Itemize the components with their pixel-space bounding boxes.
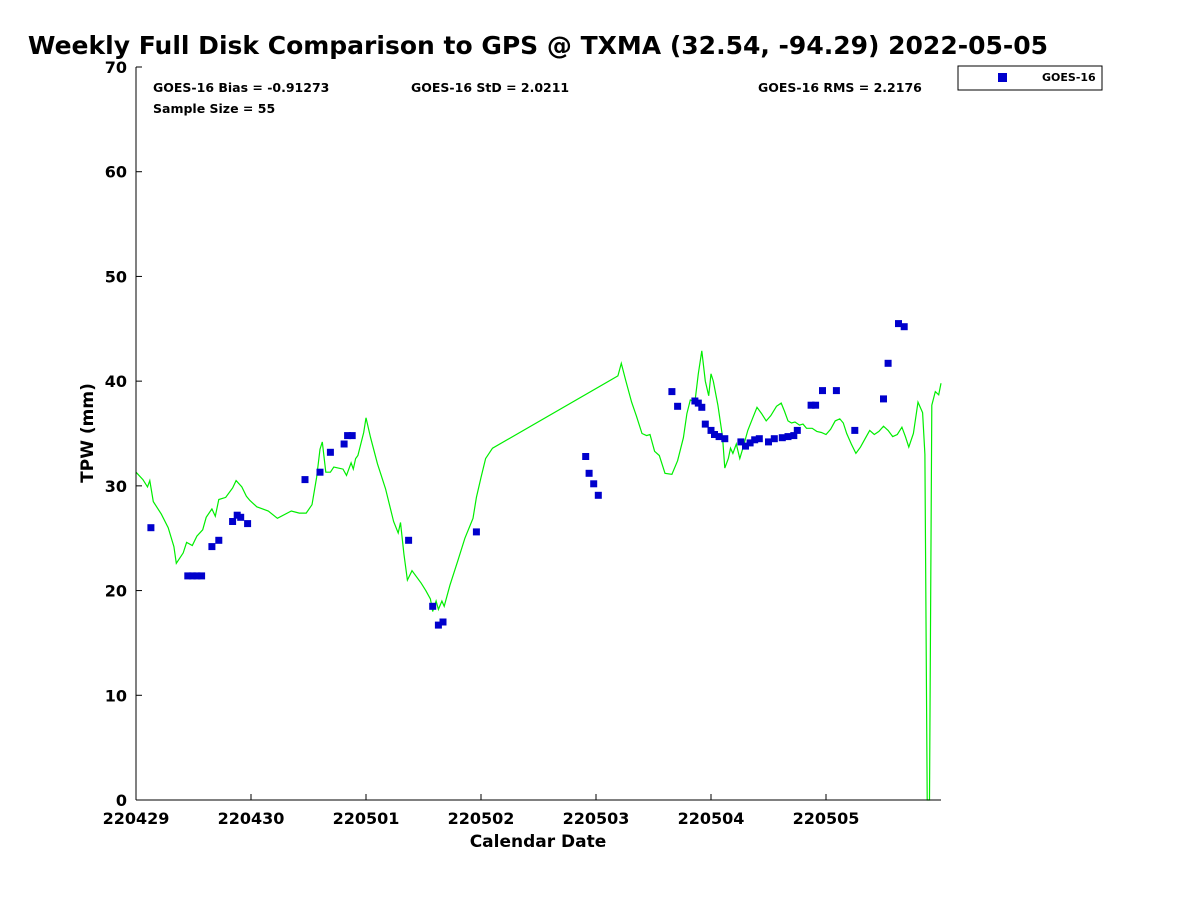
goes16-point: [668, 388, 676, 396]
goes16-point: [807, 401, 815, 409]
gps-series-line: [135, 350, 942, 801]
y-tick-label: 40: [105, 372, 127, 391]
goes16-point: [184, 572, 192, 580]
goes16-point: [770, 435, 778, 443]
goes16-point: [742, 442, 749, 450]
y-tick-label: 20: [105, 582, 127, 601]
goes16-point: [900, 323, 908, 331]
goes16-point: [340, 440, 348, 448]
goes16-point: [694, 399, 702, 407]
y-tick-label: 70: [105, 58, 127, 77]
goes16-point: [812, 401, 820, 409]
goes16-point: [793, 426, 801, 434]
goes16-point: [755, 435, 763, 443]
goes16-point: [715, 433, 723, 441]
goes16-point: [147, 524, 155, 532]
goes16-point: [316, 468, 324, 476]
goes16-point: [707, 426, 715, 434]
goes16-point: [594, 491, 602, 499]
legend-marker-goes16: [998, 73, 1007, 82]
goes16-point: [737, 438, 745, 446]
goes16-point: [229, 518, 237, 525]
goes16-point: [585, 469, 593, 477]
goes16-point: [784, 433, 792, 441]
y-axis-label: TPW (mm): [78, 383, 98, 483]
x-tick-label: 220504: [678, 809, 745, 828]
goes16-point: [439, 618, 447, 626]
legend-box: [957, 65, 1103, 91]
x-tick-label: 220429: [103, 809, 170, 828]
goes16-point: [237, 513, 245, 521]
goes16-point: [429, 602, 437, 610]
goes16-point: [326, 448, 334, 456]
goes16-point: [405, 536, 413, 544]
goes16-point: [721, 435, 729, 443]
goes16-point: [434, 621, 442, 629]
goes16-point: [244, 520, 252, 528]
goes16-point: [819, 387, 826, 395]
stat-rms: GOES-16 RMS = 2.2176: [758, 80, 922, 95]
x-tick-label: 220505: [793, 809, 860, 828]
y-tick-label: 30: [105, 477, 127, 496]
goes16-point: [582, 453, 590, 460]
goes16-point: [711, 431, 718, 438]
x-axis-label: Calendar Date: [470, 832, 607, 852]
stat-sample-size: Sample Size = 55: [153, 101, 275, 116]
legend: GOES-16: [957, 65, 1103, 91]
goes16-point: [765, 438, 772, 446]
goes16-point: [344, 432, 352, 440]
x-tick-label: 220430: [218, 809, 285, 828]
plot-area: [136, 67, 941, 800]
goes16-point: [188, 572, 196, 580]
legend-label-goes16: GOES-16: [1042, 71, 1096, 84]
goes16-point: [215, 536, 223, 544]
x-ticks: 220429 220430 220501 220502 220503 220504 2205…: [103, 794, 860, 828]
goes16-point: [701, 420, 709, 428]
y-ticks: 0 10 20 30 40 50 60 70: [105, 58, 142, 810]
goes16-point: [790, 432, 798, 440]
x-tick-label: 220503: [563, 809, 630, 828]
data-layer: [135, 320, 942, 801]
goes16-point: [832, 387, 840, 395]
goes16-point: [193, 572, 201, 580]
chart-title: Weekly Full Disk Comparison to GPS @ TXM…: [28, 31, 1048, 60]
goes16-point: [851, 426, 859, 434]
x-tick-label: 220501: [333, 809, 400, 828]
goes16-point: [778, 434, 786, 442]
goes16-point: [590, 480, 598, 488]
goes16-point: [472, 528, 480, 536]
goes16-point: [301, 476, 309, 484]
goes16-point: [880, 395, 887, 403]
y-tick-label: 60: [105, 163, 127, 182]
goes16-point: [895, 320, 902, 328]
goes16-point: [884, 359, 892, 367]
goes16-point: [674, 402, 682, 410]
goes16-point: [698, 403, 706, 411]
stat-bias: GOES-16 Bias = -0.91273: [153, 80, 329, 95]
goes16-point: [751, 436, 759, 444]
stat-std: GOES-16 StD = 2.0211: [411, 80, 569, 95]
goes16-point: [208, 543, 216, 551]
y-tick-label: 0: [116, 791, 127, 810]
goes16-point: [198, 572, 206, 580]
y-tick-label: 50: [105, 267, 127, 286]
x-tick-label: 220502: [448, 809, 515, 828]
goes16-point: [348, 432, 356, 440]
goes16-point: [746, 439, 754, 447]
y-tick-label: 10: [105, 686, 127, 705]
